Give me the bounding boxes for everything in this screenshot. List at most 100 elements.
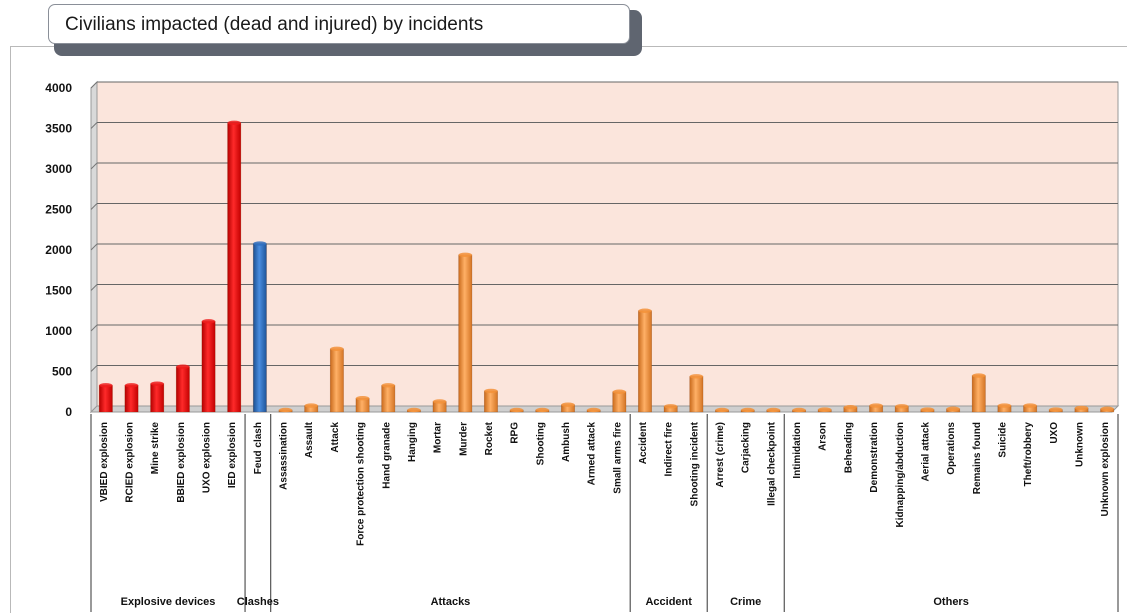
bar bbox=[689, 374, 704, 413]
bar-cap bbox=[792, 407, 806, 413]
bar-face bbox=[201, 320, 216, 413]
x-axis: VBIED explosion RCIED explosion Mine strik… bbox=[99, 421, 1111, 546]
bar bbox=[483, 388, 498, 413]
x-tick-label: Arson bbox=[818, 422, 829, 451]
y-tick-label: 4000 bbox=[45, 81, 72, 95]
y-tick-label: 2000 bbox=[45, 243, 72, 257]
bar bbox=[355, 396, 370, 413]
bar bbox=[1023, 403, 1038, 413]
bar-cap bbox=[484, 388, 498, 394]
bar-cap bbox=[407, 407, 421, 413]
x-tick-label: Shooting incident bbox=[689, 421, 700, 506]
x-tick-label: Operations bbox=[946, 422, 957, 475]
bar-cap bbox=[1074, 405, 1089, 411]
bar-cap bbox=[766, 407, 781, 413]
bar bbox=[869, 403, 884, 413]
x-tick-label: Mortar bbox=[433, 422, 444, 453]
bar-cap bbox=[1049, 407, 1063, 412]
bar-cap bbox=[330, 346, 344, 352]
bar-cap bbox=[561, 402, 575, 407]
bar bbox=[971, 373, 986, 413]
bar-face bbox=[458, 254, 473, 413]
bar-cap bbox=[432, 399, 447, 404]
bar bbox=[406, 407, 421, 413]
bar-cap bbox=[458, 252, 472, 258]
bar-cap bbox=[355, 396, 370, 401]
bar-face bbox=[124, 384, 139, 413]
bar-cap bbox=[150, 381, 164, 386]
bar-cap bbox=[715, 407, 729, 413]
y-tick-label: 3500 bbox=[45, 122, 72, 136]
bar bbox=[98, 383, 113, 413]
x-tick-label: RPG bbox=[510, 422, 521, 444]
bar-cap bbox=[176, 364, 190, 369]
x-tick-label: Hanging bbox=[407, 422, 418, 462]
bar-face bbox=[483, 390, 498, 413]
bar bbox=[1048, 407, 1063, 413]
bar bbox=[1100, 406, 1115, 413]
bar-cap bbox=[1023, 403, 1037, 408]
y-axis: 0 500 1000 1500 2000 2500 3000 3500 4000 bbox=[45, 81, 72, 419]
bar bbox=[894, 404, 909, 413]
x-tick-label: Hand granade bbox=[381, 422, 392, 489]
gridline-diag bbox=[90, 243, 98, 251]
bar bbox=[946, 406, 961, 413]
bars bbox=[98, 120, 1115, 413]
bar bbox=[175, 364, 190, 413]
bar bbox=[278, 407, 293, 413]
bar bbox=[561, 402, 575, 413]
x-tick-label: Illegal checkpoint bbox=[766, 421, 777, 506]
x-tick-label: Assault bbox=[304, 421, 315, 458]
plot-area bbox=[89, 80, 1120, 414]
title-box: Civilians impacted (dead and injured) by… bbox=[48, 4, 630, 44]
bar bbox=[638, 308, 652, 413]
gridline-diag bbox=[90, 122, 98, 129]
bar-face bbox=[98, 384, 113, 413]
bar-cap bbox=[99, 383, 113, 388]
x-tick-label: Suicide bbox=[997, 422, 1008, 458]
bar-cap bbox=[818, 407, 832, 412]
bar-cap bbox=[843, 404, 858, 410]
x-tick-label: Beheading bbox=[843, 422, 854, 473]
x-tick-label: Indirect fire bbox=[664, 422, 675, 477]
x-tick-label: Force protection shooting bbox=[356, 422, 367, 546]
x-tick-label: Mine strike bbox=[150, 422, 161, 475]
bar bbox=[1074, 405, 1089, 413]
x-tick-label: Unknown bbox=[1074, 422, 1085, 467]
bar bbox=[997, 403, 1012, 413]
gridline-diag bbox=[90, 162, 98, 170]
x-tick-label: VBIED explosion bbox=[99, 422, 110, 502]
bar bbox=[227, 120, 242, 413]
bar-cap bbox=[869, 403, 883, 408]
bar-cap bbox=[895, 404, 909, 409]
y-tick-label: 1000 bbox=[45, 324, 72, 338]
bar bbox=[124, 383, 139, 413]
bar-cap bbox=[972, 373, 986, 378]
bar bbox=[381, 383, 396, 413]
bar-cap bbox=[227, 120, 241, 126]
bar-cap bbox=[638, 308, 652, 313]
group-label: Crime bbox=[730, 596, 761, 608]
x-tick-label: Assassination bbox=[279, 422, 290, 490]
plot-floor bbox=[89, 405, 1120, 413]
y-tick-label: 1500 bbox=[45, 284, 72, 298]
bar-cap bbox=[741, 407, 755, 413]
bar bbox=[843, 404, 858, 413]
x-tick-label: Remains found bbox=[972, 422, 983, 494]
x-tick-label: Feud clash bbox=[253, 422, 264, 474]
x-tick-label: Intimidation bbox=[792, 422, 803, 479]
x-tick-label: Unknown explosion bbox=[1100, 422, 1111, 516]
bar-cap bbox=[304, 403, 318, 408]
bar-cap bbox=[586, 407, 601, 413]
x-tick-label: BBIED explosion bbox=[176, 422, 187, 503]
x-tick-label: UXO explosion bbox=[202, 422, 213, 493]
y-tick-label: 3000 bbox=[45, 162, 72, 176]
bar bbox=[817, 407, 832, 413]
bar-cap bbox=[201, 319, 216, 324]
gridline-diag bbox=[90, 81, 98, 89]
bar-cap bbox=[664, 404, 678, 409]
group-label: Accident bbox=[645, 596, 692, 608]
bar-cap bbox=[689, 374, 704, 379]
bar bbox=[535, 407, 550, 413]
bar-face bbox=[175, 366, 190, 413]
